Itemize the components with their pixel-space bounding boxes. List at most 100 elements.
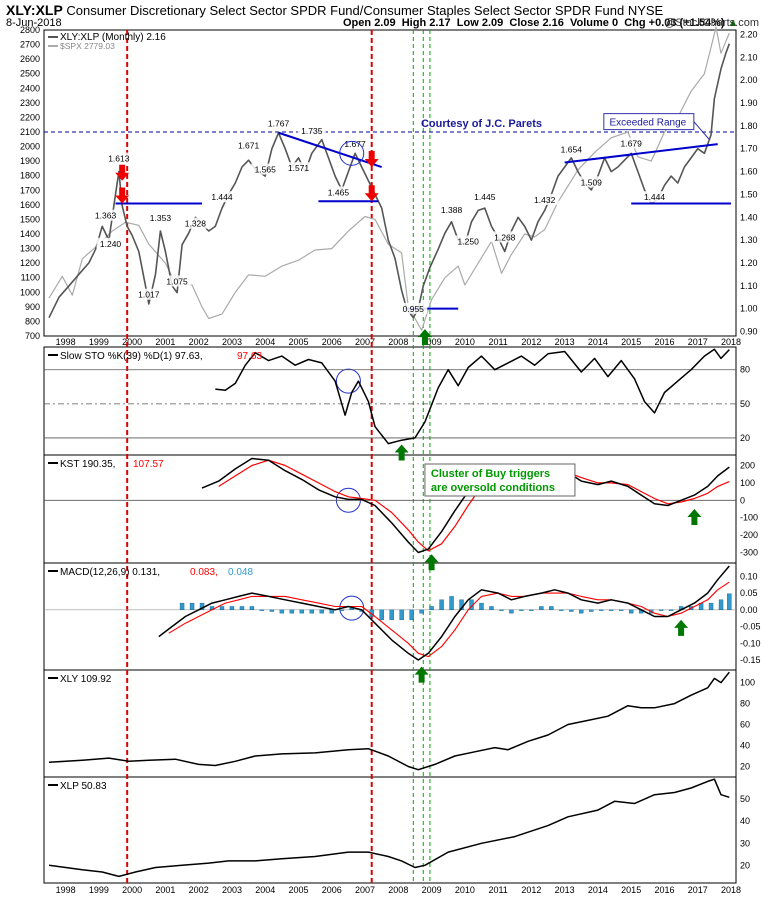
macd-histogram-bar-12 bbox=[299, 609, 305, 614]
macd-histogram-bar-9 bbox=[269, 609, 275, 612]
right-tick-1.50: 1.50 bbox=[740, 189, 758, 199]
x-tick-bottom-2009: 2009 bbox=[422, 885, 442, 895]
macd-histogram-bar-4 bbox=[219, 606, 225, 611]
macd-histogram-bar-25 bbox=[429, 606, 434, 611]
macd-histogram-bar-17 bbox=[349, 607, 354, 611]
left-tick-2100: 2100 bbox=[20, 127, 40, 137]
macd-histogram-bar-15 bbox=[329, 609, 334, 614]
point-label-bg-0 bbox=[91, 209, 120, 221]
macd-histogram-bar-0 bbox=[179, 602, 185, 611]
point-label-bg-5 bbox=[163, 275, 192, 287]
x-tick-bottom-1999: 1999 bbox=[89, 885, 109, 895]
tick-xly-40: 40 bbox=[740, 741, 750, 751]
macd-histogram-bar-42 bbox=[599, 609, 604, 611]
brand-watermark: @StockCharts.com bbox=[664, 17, 759, 29]
point-label-2: 1.613 bbox=[108, 154, 130, 164]
macd-histogram-bar-11 bbox=[289, 609, 295, 614]
chart-title: XLY:XLP Consumer Discretionary Select Se… bbox=[6, 2, 663, 18]
left-tick-2700: 2700 bbox=[20, 40, 40, 50]
right-tick-2.10: 2.10 bbox=[740, 52, 758, 62]
buy-arrow-icon-sto-0 bbox=[394, 444, 409, 461]
tick-kst--300: -300 bbox=[740, 548, 758, 558]
macd-histogram-bar-27 bbox=[449, 596, 454, 611]
tick-macd--0.10: -0.10 bbox=[740, 638, 761, 648]
tick-macd--0.15: -0.15 bbox=[740, 655, 761, 665]
macd-histogram-bar-7 bbox=[249, 606, 255, 611]
panel-frame-xlp bbox=[43, 776, 737, 884]
macd-line bbox=[158, 565, 730, 661]
left-tick-1700: 1700 bbox=[20, 185, 40, 195]
point-label-19: 1.268 bbox=[494, 232, 516, 242]
left-tick-1200: 1200 bbox=[20, 258, 40, 268]
x-tick-top-2001: 2001 bbox=[155, 337, 175, 347]
x-tick-bottom-2003: 2003 bbox=[222, 885, 242, 895]
point-label-bg-24 bbox=[640, 191, 669, 203]
macd-histogram-bar-1 bbox=[189, 602, 195, 611]
quote-bar: 8-Jun-2018 Open 2.09 High 2.17 Low 2.09 … bbox=[6, 17, 771, 29]
point-label-bg-21 bbox=[557, 143, 586, 155]
macd-histogram-bar-54 bbox=[718, 599, 724, 611]
open-value: 2.09 bbox=[374, 17, 396, 29]
macd-histogram-bar-37 bbox=[549, 606, 554, 611]
ohlc-summary: Open 2.09 High 2.17 Low 2.09 Close 2.16 … bbox=[343, 17, 738, 29]
panel-frame-main bbox=[43, 29, 737, 337]
point-label-13: 1.465 bbox=[328, 187, 350, 197]
right-tick-1.10: 1.10 bbox=[740, 281, 758, 291]
macd-histogram-bar-55 bbox=[727, 593, 732, 611]
point-label-12: 1.735 bbox=[301, 126, 323, 136]
point-label-23: 1.679 bbox=[621, 139, 643, 149]
chg-label: Chg bbox=[624, 17, 646, 29]
tick-xlp-50: 50 bbox=[740, 794, 750, 804]
up-triangle-icon: ▲ bbox=[727, 17, 739, 29]
x-tick-bottom-2014: 2014 bbox=[588, 885, 608, 895]
x-tick-top-2004: 2004 bbox=[255, 337, 275, 347]
point-label-bg-6 bbox=[181, 217, 210, 229]
macd-histogram-bar-13 bbox=[309, 609, 315, 614]
x-tick-top-2009: 2009 bbox=[422, 337, 442, 347]
x-tick-bottom-2010: 2010 bbox=[455, 885, 475, 895]
point-label-bg-22 bbox=[577, 176, 606, 188]
trendline-1 bbox=[278, 131, 382, 168]
point-label-24: 1.444 bbox=[644, 192, 666, 202]
tick-xly-100: 100 bbox=[740, 678, 755, 688]
macd-histogram-bar-30 bbox=[479, 602, 484, 611]
legend-ratio: XLY:XLP (Monthly) 2.16 bbox=[60, 32, 166, 43]
x-tick-bottom-2012: 2012 bbox=[521, 885, 541, 895]
legend-macd-hist: 0.048 bbox=[228, 567, 253, 578]
legend-kst: KST 190.35, bbox=[60, 459, 115, 470]
tick-xly-80: 80 bbox=[740, 699, 750, 709]
macd-histogram-bar-23 bbox=[409, 609, 414, 621]
legend-xlp: XLP 50.83 bbox=[60, 781, 107, 792]
point-label-bg-11 bbox=[284, 162, 313, 174]
point-label-20: 1.432 bbox=[534, 195, 556, 205]
macd-histogram-bar-39 bbox=[569, 609, 574, 612]
x-tick-bottom-2006: 2006 bbox=[322, 885, 342, 895]
point-label-9: 1.565 bbox=[255, 165, 277, 175]
tick-slow_sto-50: 50 bbox=[740, 399, 750, 409]
right-tick-1.00: 1.00 bbox=[740, 304, 758, 314]
tick-xly-60: 60 bbox=[740, 720, 750, 730]
point-label-bg-13 bbox=[324, 186, 353, 198]
point-label-bg-20 bbox=[530, 193, 559, 205]
tick-kst--200: -200 bbox=[740, 530, 758, 540]
macd-histogram-bar-44 bbox=[619, 609, 624, 611]
x-tick-top-2014: 2014 bbox=[588, 337, 608, 347]
macd-histogram-bar-16 bbox=[339, 609, 344, 611]
x-tick-bottom-2011: 2011 bbox=[488, 885, 507, 895]
tick-kst-200: 200 bbox=[740, 460, 755, 470]
buy-arrow-icon-macd-1 bbox=[674, 619, 689, 636]
x-tick-bottom-2008: 2008 bbox=[388, 885, 408, 895]
point-label-bg-8 bbox=[234, 139, 263, 151]
close-value: 2.16 bbox=[542, 17, 564, 29]
macd-histogram-bar-10 bbox=[279, 609, 285, 614]
ratio-line bbox=[48, 43, 731, 319]
left-tick-800: 800 bbox=[25, 316, 40, 326]
x-tick-top-2007: 2007 bbox=[355, 337, 375, 347]
point-label-11: 1.571 bbox=[288, 163, 310, 173]
point-label-bg-7 bbox=[207, 191, 236, 203]
tick-slow_sto-20: 20 bbox=[740, 433, 750, 443]
right-tick-2.20: 2.20 bbox=[740, 30, 758, 40]
panel-frame-kst bbox=[43, 454, 737, 564]
point-label-bg-1 bbox=[96, 237, 125, 249]
